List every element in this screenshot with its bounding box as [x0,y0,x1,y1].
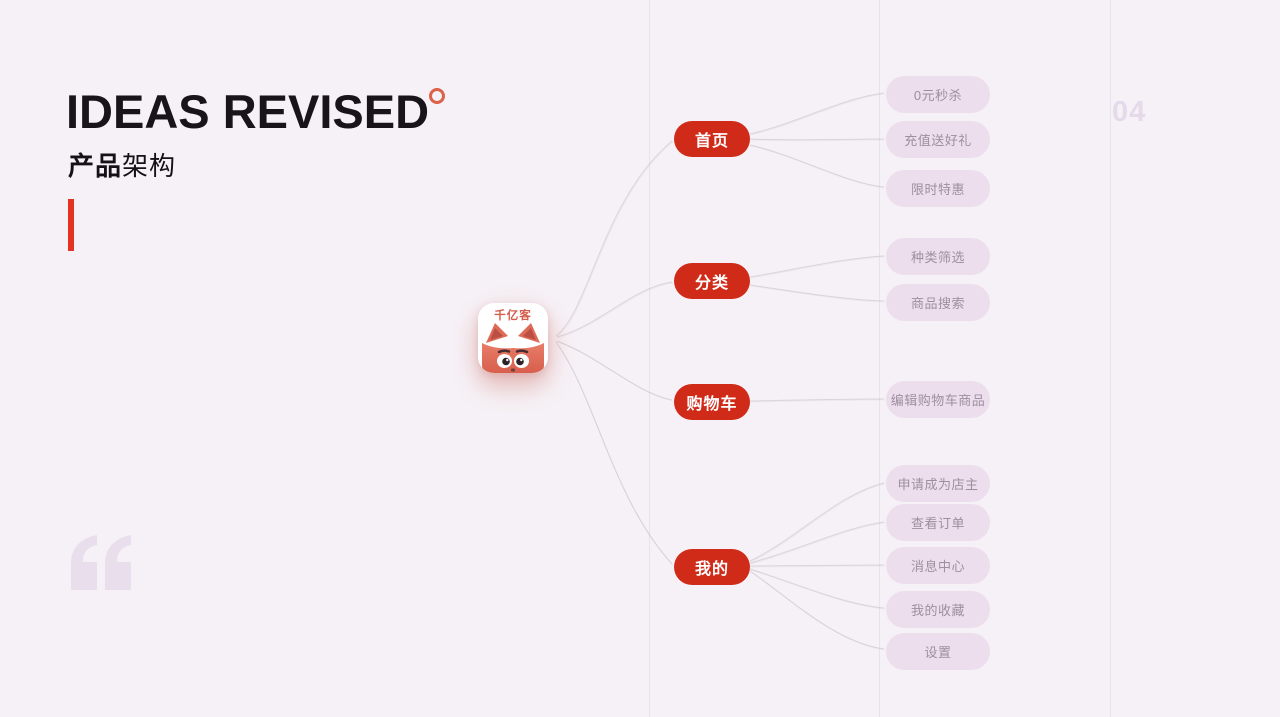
leaf-node: 种类筛选 [886,238,990,275]
leaf-node: 限时特惠 [886,170,990,207]
page-subtitle: 产品架构 [68,146,176,183]
fox-mascot-icon [482,323,544,373]
page-title: IDEAS REVISED [66,85,430,138]
branch-node-mine: 我的 [674,549,750,585]
leaf-node: 编辑购物车商品 [886,381,990,418]
vertical-gridline [649,0,650,717]
leaf-node: 消息中心 [886,547,990,584]
accent-bar [68,199,74,251]
leaf-node: 商品搜索 [886,284,990,321]
leaf-node: 我的收藏 [886,591,990,628]
page-number: 04 [1112,96,1147,128]
app-icon: 千亿客 [478,303,548,373]
leaf-node: 设置 [886,633,990,670]
branch-node-category: 分类 [674,263,750,299]
quote-icon [71,535,131,590]
branch-node-home: 首页 [674,121,750,157]
vertical-gridline [1110,0,1111,717]
subtitle-bold: 产品 [68,151,123,181]
leaf-node: 查看订单 [886,504,990,541]
circle-decoration-icon [429,88,445,104]
vertical-gridline [879,0,880,717]
app-name-label: 千亿客 [494,310,532,322]
leaf-node: 申请成为店主 [886,465,990,502]
subtitle-regular: 架构 [122,151,177,181]
branch-node-cart: 购物车 [674,384,750,420]
leaf-node: 0元秒杀 [886,76,990,113]
leaf-node: 充值送好礼 [886,121,990,158]
